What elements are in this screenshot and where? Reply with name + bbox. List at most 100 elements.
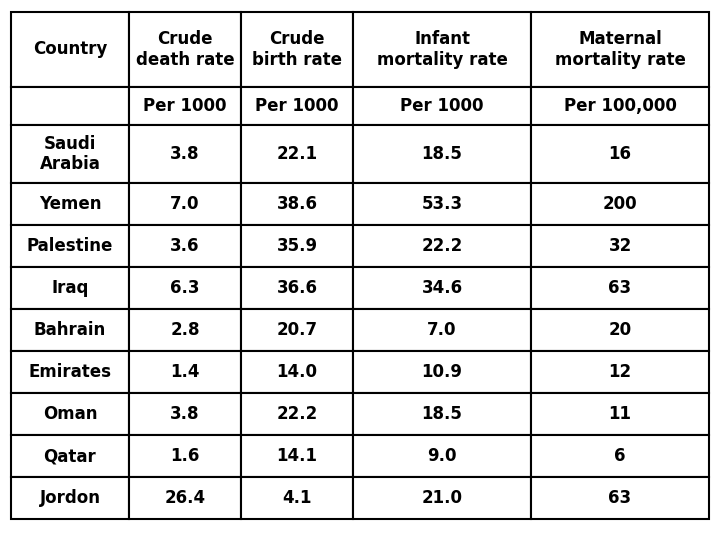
Bar	[353, 125, 531, 183]
Bar	[241, 351, 353, 393]
Bar	[241, 393, 353, 435]
Text: Qatar: Qatar	[44, 447, 96, 465]
Text: 1.4: 1.4	[170, 363, 199, 381]
Bar	[353, 351, 531, 393]
Text: 11: 11	[608, 405, 631, 423]
Text: 53.3: 53.3	[421, 195, 462, 213]
Text: 4.1: 4.1	[282, 489, 312, 507]
Bar	[353, 393, 531, 435]
Bar	[11, 393, 129, 435]
Text: 22.2: 22.2	[421, 237, 463, 255]
Bar	[353, 477, 531, 519]
Text: 7.0: 7.0	[170, 195, 199, 213]
Bar	[129, 477, 241, 519]
Text: Per 100,000: Per 100,000	[564, 97, 676, 115]
Text: 18.5: 18.5	[422, 145, 462, 163]
Text: Crude
birth rate: Crude birth rate	[252, 30, 342, 69]
Text: 18.5: 18.5	[422, 405, 462, 423]
Bar	[241, 267, 353, 309]
Bar	[353, 12, 531, 87]
Text: 14.1: 14.1	[276, 447, 318, 465]
Bar	[241, 477, 353, 519]
Text: 35.9: 35.9	[276, 237, 318, 255]
Text: 6: 6	[614, 447, 626, 465]
Text: 14.0: 14.0	[276, 363, 318, 381]
Bar	[353, 87, 531, 125]
Text: Emirates: Emirates	[29, 363, 112, 381]
Bar	[129, 12, 241, 87]
Bar	[11, 267, 129, 309]
Bar	[241, 309, 353, 351]
Text: 20: 20	[608, 321, 631, 339]
Text: 63: 63	[608, 279, 631, 297]
Text: 38.6: 38.6	[276, 195, 318, 213]
Bar	[531, 125, 709, 183]
Text: 36.6: 36.6	[276, 279, 318, 297]
Bar	[11, 125, 129, 183]
Text: 10.9: 10.9	[421, 363, 462, 381]
Text: Oman: Oman	[42, 405, 97, 423]
Bar	[11, 309, 129, 351]
Text: 3.6: 3.6	[170, 237, 199, 255]
Text: Country: Country	[33, 40, 107, 58]
Bar	[129, 87, 241, 125]
Bar	[11, 477, 129, 519]
Bar	[129, 351, 241, 393]
Text: 3.8: 3.8	[170, 405, 199, 423]
Text: Bahrain: Bahrain	[34, 321, 106, 339]
Bar	[353, 309, 531, 351]
Bar	[129, 309, 241, 351]
Bar	[531, 12, 709, 87]
Bar	[531, 183, 709, 225]
Bar	[531, 435, 709, 477]
Bar	[531, 309, 709, 351]
Bar	[531, 225, 709, 267]
Text: Iraq: Iraq	[51, 279, 89, 297]
Text: 1.6: 1.6	[171, 447, 199, 465]
Text: Jordon: Jordon	[40, 489, 101, 507]
Bar	[11, 225, 129, 267]
Bar	[129, 125, 241, 183]
Text: 34.6: 34.6	[421, 279, 462, 297]
Text: 21.0: 21.0	[421, 489, 462, 507]
Text: Palestine: Palestine	[27, 237, 113, 255]
Text: Infant
mortality rate: Infant mortality rate	[377, 30, 508, 69]
Bar	[531, 267, 709, 309]
Bar	[129, 183, 241, 225]
Bar	[11, 435, 129, 477]
Text: 16: 16	[608, 145, 631, 163]
Text: 26.4: 26.4	[164, 489, 206, 507]
Bar	[11, 183, 129, 225]
Bar	[241, 87, 353, 125]
Text: Per 1000: Per 1000	[256, 97, 338, 115]
Text: Saudi
Arabia: Saudi Arabia	[40, 134, 100, 173]
Bar	[353, 267, 531, 309]
Bar	[531, 477, 709, 519]
Bar	[129, 225, 241, 267]
Bar	[11, 87, 129, 125]
Text: 63: 63	[608, 489, 631, 507]
Text: Maternal
mortality rate: Maternal mortality rate	[554, 30, 685, 69]
Bar	[241, 125, 353, 183]
Text: 22.2: 22.2	[276, 405, 318, 423]
Bar	[11, 351, 129, 393]
Bar	[353, 225, 531, 267]
Bar	[241, 435, 353, 477]
Text: 22.1: 22.1	[276, 145, 318, 163]
Text: 32: 32	[608, 237, 631, 255]
Bar	[531, 393, 709, 435]
Text: 12: 12	[608, 363, 631, 381]
Text: 9.0: 9.0	[427, 447, 456, 465]
Text: 2.8: 2.8	[170, 321, 199, 339]
Text: 6.3: 6.3	[170, 279, 199, 297]
Text: Yemen: Yemen	[39, 195, 102, 213]
Bar	[531, 87, 709, 125]
Bar	[353, 183, 531, 225]
Bar	[129, 393, 241, 435]
Bar	[531, 351, 709, 393]
Bar	[11, 12, 129, 87]
Bar	[241, 225, 353, 267]
Bar	[129, 435, 241, 477]
Text: 7.0: 7.0	[427, 321, 456, 339]
Text: Per 1000: Per 1000	[400, 97, 484, 115]
